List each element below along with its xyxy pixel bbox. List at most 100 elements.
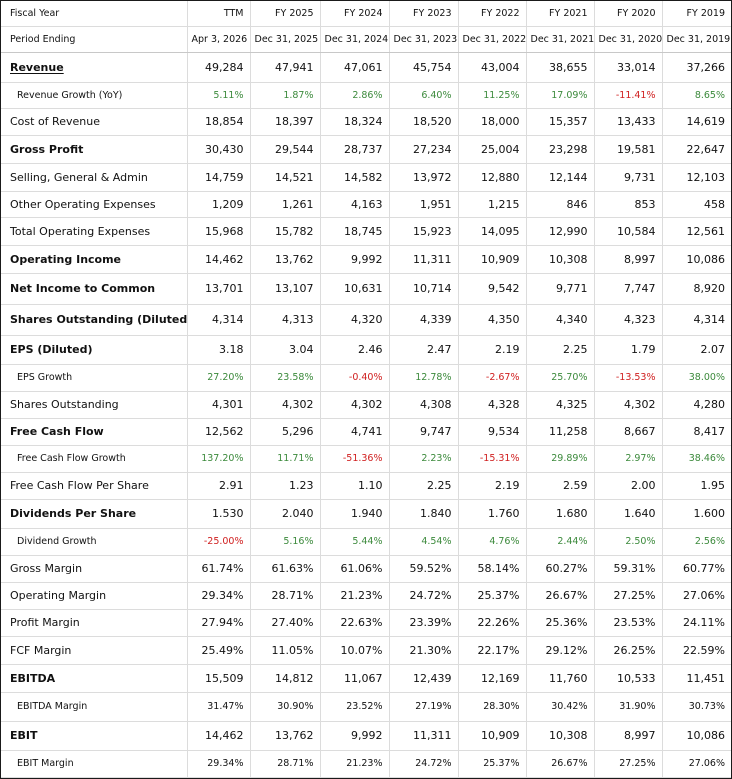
cell-value: 1,951	[388, 191, 458, 218]
cell-value: 9,534	[457, 418, 526, 446]
cell-value: 10,909	[457, 721, 526, 751]
cell-value: 61.63%	[249, 555, 320, 583]
cell-value: 26.25%	[593, 636, 662, 665]
cell-value: 28.71%	[249, 582, 320, 610]
cell-value: 1.95	[661, 472, 731, 500]
table-row-free-cash-flow-per-share: Free Cash Flow Per Share 2.91 1.23 1.10 2.25…	[1, 472, 731, 500]
cell-value: 25.36%	[525, 609, 594, 637]
cell-value: 4,280	[661, 391, 731, 419]
cell-value: 27.94%	[186, 609, 250, 637]
cell-value: 14,759	[186, 163, 250, 192]
cell-value: 10,584	[593, 217, 662, 246]
cell-value: 59.31%	[593, 555, 662, 583]
cell-value: 31.47%	[186, 692, 250, 722]
cell-value: 13,762	[249, 721, 320, 751]
row-label[interactable]: Revenue	[1, 52, 187, 83]
cell-value: 10.07%	[319, 636, 389, 665]
table-row-fcf-margin: FCF Margin 25.49% 11.05% 10.07% 21.30% 22.17%…	[1, 636, 731, 665]
cell-value: 9,731	[593, 163, 662, 192]
table-row-free-cash-flow: Free Cash Flow 12,562 5,296 4,741 9,747 9,534…	[1, 418, 731, 446]
cell-value: 3.04	[249, 335, 320, 365]
fiscal-year-row: Fiscal Year TTM FY 2025 FY 2024 FY 2023 …	[1, 1, 731, 27]
cell-value: 10,308	[525, 245, 594, 274]
cell-value: 4.76%	[457, 528, 526, 556]
cell-value: 3.18	[186, 335, 250, 365]
cell-value: 31.90%	[593, 692, 662, 722]
cell-value: 4,314	[186, 304, 250, 336]
cell-value: 15,968	[186, 217, 250, 246]
table-row-ebit: EBIT 14,462 13,762 9,992 11,311 10,909 10,308 8…	[1, 721, 731, 751]
cell-value: 28.30%	[457, 692, 526, 722]
row-label: Operating Margin	[1, 582, 187, 610]
cell-value: 25.70%	[525, 364, 594, 392]
row-label: Free Cash Flow Per Share	[1, 472, 187, 500]
cell-value: 11,760	[525, 664, 594, 693]
cell-value: 13,433	[593, 108, 662, 136]
cell-value: 18,397	[249, 108, 320, 136]
cell-value: 10,086	[661, 245, 731, 274]
cell-value: 38.00%	[661, 364, 731, 392]
row-label: Operating Income	[1, 245, 187, 274]
cell-value: 29,544	[249, 135, 320, 164]
cell-value: 1.10	[319, 472, 389, 500]
cell-value: 28.71%	[249, 750, 320, 778]
column-year: FY 2024	[319, 1, 389, 27]
cell-value: 5.16%	[249, 528, 320, 556]
cell-value: 1,215	[457, 191, 526, 218]
cell-value: 27.19%	[388, 692, 458, 722]
revenue-link[interactable]: Revenue	[10, 60, 64, 74]
row-label: Gross Margin	[1, 555, 187, 583]
cell-value: 23.53%	[593, 609, 662, 637]
cell-value: 13,701	[186, 273, 250, 305]
table-row-shares-outstanding: Shares Outstanding 4,301 4,302 4,302 4,308 4,…	[1, 391, 731, 419]
cell-value: 59.52%	[388, 555, 458, 583]
table-row-free-cash-flow-growth: Free Cash Flow Growth 137.20% 11.71% -51.36…	[1, 445, 731, 473]
cell-value: 15,782	[249, 217, 320, 246]
cell-value: 25.37%	[457, 582, 526, 610]
cell-value: 12,103	[661, 163, 731, 192]
cell-value: 4,741	[319, 418, 389, 446]
table-row-operating-margin: Operating Margin 29.34% 28.71% 21.23% 24.72%…	[1, 582, 731, 610]
cell-value: 27.25%	[593, 582, 662, 610]
cell-value: 8,997	[593, 245, 662, 274]
cell-value: 4,350	[457, 304, 526, 336]
cell-value: 21.30%	[388, 636, 458, 665]
cell-value: 5,296	[249, 418, 320, 446]
row-label: Shares Outstanding (Diluted)	[1, 304, 187, 336]
table-row-gross-margin: Gross Margin 61.74% 61.63% 61.06% 59.52% 58.1…	[1, 555, 731, 583]
cell-value: 1.680	[525, 499, 594, 529]
cell-value: 2.25	[388, 472, 458, 500]
cell-value: 24.11%	[661, 609, 731, 637]
cell-value: -51.36%	[319, 445, 389, 473]
cell-value: 23.58%	[249, 364, 320, 392]
cell-value: 4,308	[388, 391, 458, 419]
cell-value: 2.19	[457, 472, 526, 500]
cell-value: 12,561	[661, 217, 731, 246]
cell-value: 14,095	[457, 217, 526, 246]
cell-value: 14,521	[249, 163, 320, 192]
cell-value: 26.67%	[525, 750, 594, 778]
cell-value: -15.31%	[457, 445, 526, 473]
row-label: EPS Growth	[1, 364, 187, 392]
cell-value: -13.53%	[593, 364, 662, 392]
row-label: Total Operating Expenses	[1, 217, 187, 246]
cell-value: 30.42%	[525, 692, 594, 722]
cell-value: 18,745	[319, 217, 389, 246]
cell-value: 15,509	[186, 664, 250, 693]
cell-value: 12,562	[186, 418, 250, 446]
cell-value: 11.05%	[249, 636, 320, 665]
column-year: FY 2023	[388, 1, 458, 27]
cell-value: 1.840	[388, 499, 458, 529]
cell-value: 1.940	[319, 499, 389, 529]
cell-value: 22,647	[661, 135, 731, 164]
cell-value: 13,972	[388, 163, 458, 192]
cell-value: 45,754	[388, 52, 458, 83]
cell-value: 9,992	[319, 245, 389, 274]
cell-value: 4,314	[661, 304, 731, 336]
cell-value: 10,909	[457, 245, 526, 274]
row-label: EPS (Diluted)	[1, 335, 187, 365]
row-label: Profit Margin	[1, 609, 187, 637]
table-row-gross-profit: Gross Profit 30,430 29,544 28,737 27,234 25,0…	[1, 135, 731, 164]
